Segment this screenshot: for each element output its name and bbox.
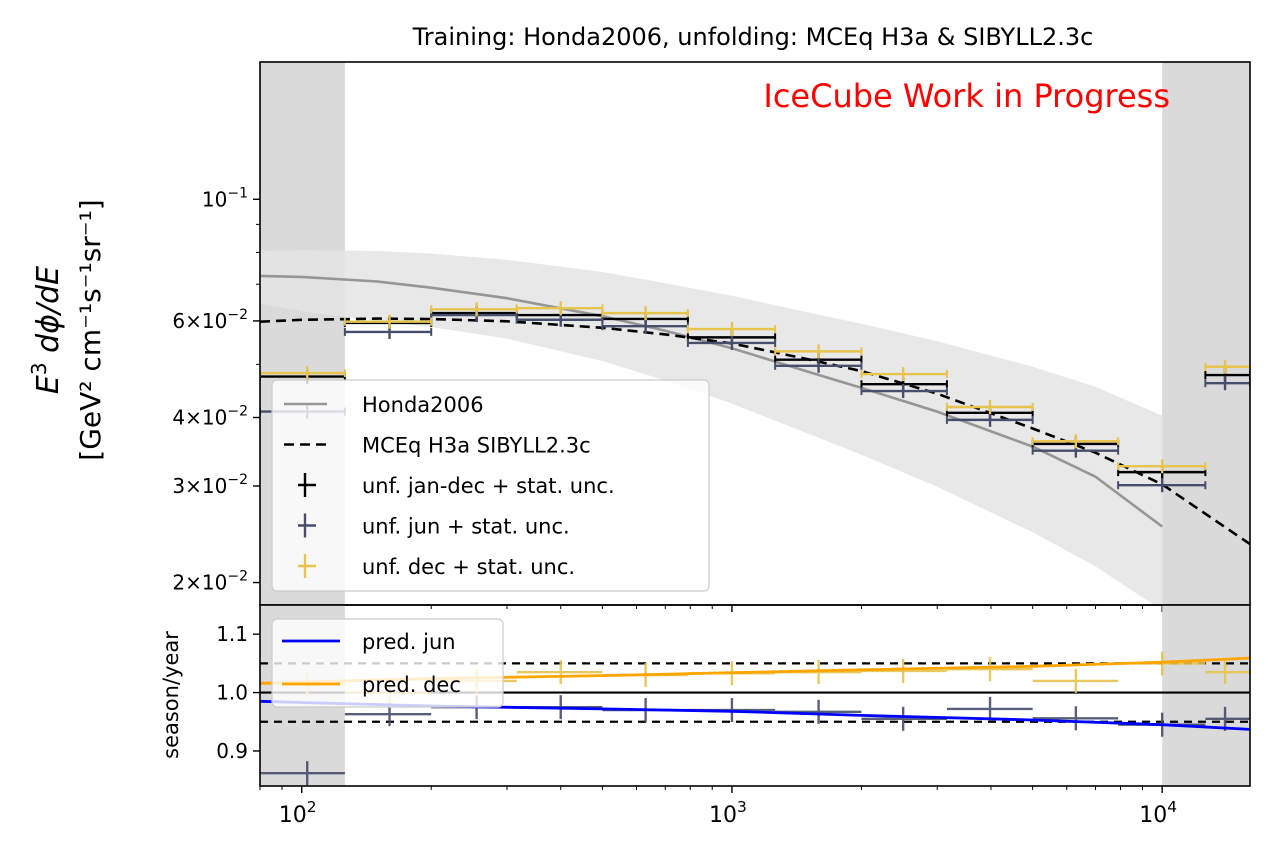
x-tick-label-2-mantissa: 10: [1139, 803, 1167, 828]
top-ylabel-line2: [GeV² cm⁻¹s⁻¹sr⁻¹]: [74, 199, 107, 460]
x-tick-label-0-exponent: 2: [307, 798, 317, 816]
x-axis: 102 103 104: [279, 798, 1177, 828]
top-y-tick-label-1-prefix: 6×: [172, 309, 201, 333]
bottom-y-tick-label-1: 1.0: [216, 681, 248, 705]
top-y-tick-label-0: 10−1: [202, 185, 248, 211]
top-y-tick-label-2-prefix: 4×: [172, 405, 201, 429]
top-y-tick-label-2-mantissa: 10: [202, 405, 227, 429]
top-y-tick-label-0-mantissa: 10: [202, 187, 227, 211]
x-tick-label-0: 102: [279, 798, 317, 828]
top-y-tick-label-4-prefix: 2×: [172, 571, 201, 595]
top-y-tick-label-1-exponent: −2: [227, 307, 248, 323]
ylabel-rest: dϕ/dE: [31, 266, 66, 363]
bottom-y-tick-label-0: 0.9: [216, 739, 248, 763]
top-ylabel-line1: E3 dϕ/dE: [27, 266, 66, 394]
top-legend-label-1: MCEq H3a SIBYLL2.3c: [362, 434, 591, 458]
top-y-tick-label-1-mantissa: 10: [202, 309, 227, 333]
chart-title: Training: Honda2006, unfolding: MCEq H3a…: [412, 23, 1094, 51]
x-tick-label-2: 104: [1139, 798, 1177, 828]
top-legend-frame: [271, 379, 710, 592]
x-tick-label-1-exponent: 3: [737, 798, 747, 816]
bottom-panel: 0.9 1.0 1.1 pred. jun pred. dec season/year: [159, 604, 1251, 793]
bottom-y-tick-label-2: 1.1: [216, 622, 248, 646]
bottom-ylabel: season/year: [159, 631, 183, 759]
top-y-tick-label-4-mantissa: 10: [202, 571, 227, 595]
bottom-ylabel-group: season/year: [159, 631, 183, 759]
top-y-tick-label-3-prefix: 3×: [172, 474, 201, 498]
ylabel-base: E: [31, 375, 66, 394]
top-plot-area: [260, 62, 1250, 605]
top-ylabel-line2-group: [GeV² cm⁻¹s⁻¹sr⁻¹]: [74, 199, 107, 460]
ylabel-sup: 3: [27, 362, 51, 375]
top-legend: Honda2006 MCEq H3a SIBYLL2.3c unf. jan-dec…: [271, 379, 710, 592]
x-tick-label-1: 103: [709, 798, 747, 828]
top-y-tick-label-0-exponent: −1: [227, 185, 248, 201]
top-ylabel-line1-group: E3 dϕ/dE: [27, 266, 66, 394]
top-legend-label-4: unf. dec + stat. unc.: [362, 555, 575, 579]
top-panel: 10−16×10−24×10−23×10−22×10−2 IceCube Wor…: [27, 61, 1251, 612]
x-tick-label-0-mantissa: 10: [279, 803, 307, 828]
bottom-axes: 0.9 1.0 1.1: [216, 604, 1251, 793]
bottom-legend: pred. jun pred. dec: [271, 618, 504, 708]
bottom-frame: [259, 604, 1251, 787]
top-y-tick-label-3-mantissa: 10: [202, 474, 227, 498]
excluded-region-top-1: [1162, 62, 1250, 605]
top-legend-label-3: unf. jun + stat. unc.: [362, 515, 570, 539]
top-legend-label-2: unf. jan-dec + stat. unc.: [362, 474, 615, 498]
x-tick-label-1-mantissa: 10: [709, 803, 737, 828]
excluded-region-bottom-1: [1162, 605, 1250, 786]
series-dec: [260, 301, 1250, 474]
bottom-legend-label-0: pred. jun: [362, 630, 456, 654]
top-y-tick-label-1: 6×10−2: [172, 307, 248, 333]
top-y-tick-label-2: 4×10−2: [172, 403, 248, 429]
bottom-legend-label-1: pred. dec: [362, 673, 461, 697]
top-legend-label-0: Honda2006: [362, 393, 484, 417]
top-y-tick-label-2-exponent: −2: [227, 403, 248, 419]
top-y-tick-label-3-exponent: −2: [227, 472, 248, 488]
watermark: IceCube Work in Progress: [763, 77, 1170, 115]
top-y-tick-label-4: 2×10−2: [172, 569, 248, 595]
top-y-tick-label-4-exponent: −2: [227, 569, 248, 585]
x-tick-label-2-exponent: 4: [1167, 798, 1177, 816]
top-y-tick-label-3: 3×10−2: [172, 472, 248, 498]
